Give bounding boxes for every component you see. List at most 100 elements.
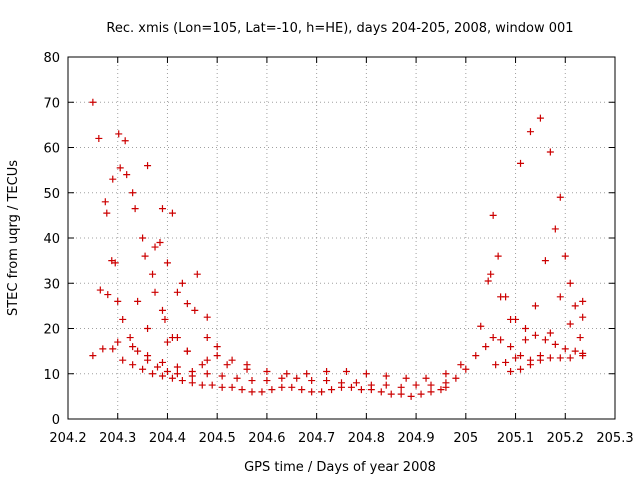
data-point: [482, 343, 490, 351]
data-point: [119, 356, 127, 364]
x-axis-label: GPS time / Days of year 2008: [244, 460, 436, 475]
data-point: [487, 270, 495, 278]
data-point: [517, 159, 525, 167]
data-point: [203, 356, 211, 364]
data-point: [427, 381, 435, 389]
series-night-3: [144, 325, 465, 382]
data-point: [89, 98, 97, 106]
data-point: [541, 336, 549, 344]
series-arc-6: [442, 334, 587, 391]
data-point: [126, 334, 134, 342]
data-point: [151, 288, 159, 296]
data-point: [191, 306, 199, 314]
data-point: [561, 252, 569, 260]
data-point: [158, 306, 166, 314]
series-arc-8: [487, 114, 587, 323]
data-point: [437, 386, 445, 394]
data-point: [367, 381, 375, 389]
data-point: [263, 377, 271, 385]
data-point: [561, 345, 569, 353]
data-point: [101, 198, 109, 206]
x-tick-label: 204.5: [199, 431, 236, 446]
data-point: [342, 367, 350, 375]
y-tick-label: 40: [43, 232, 60, 247]
data-point: [347, 383, 355, 391]
data-point: [99, 345, 107, 353]
data-point: [546, 354, 554, 362]
y-tick-label: 60: [43, 142, 60, 157]
data-point: [338, 379, 345, 387]
data-point: [134, 347, 142, 355]
series-arc-2: [96, 130, 176, 342]
data-point: [233, 374, 241, 382]
data-point: [502, 358, 510, 366]
data-point: [546, 148, 554, 156]
data-point: [412, 381, 420, 389]
data-point: [158, 205, 166, 213]
data-point: [183, 300, 191, 308]
data-point: [462, 365, 470, 373]
data-point: [158, 358, 166, 366]
data-point: [178, 279, 186, 287]
data-point: [131, 205, 139, 213]
data-point: [161, 315, 169, 323]
data-point: [382, 372, 390, 380]
data-point: [546, 329, 554, 337]
data-point: [556, 193, 564, 201]
data-point: [541, 257, 549, 265]
series-arc-3: [104, 164, 206, 369]
data-point: [452, 374, 460, 382]
data-point: [188, 379, 196, 387]
y-tick-label: 50: [43, 187, 60, 202]
data-point: [318, 388, 326, 396]
data-point: [402, 374, 410, 382]
data-point: [144, 352, 152, 360]
data-point: [517, 352, 525, 360]
series-arc-5: [156, 239, 251, 369]
x-tick-label: 204.2: [49, 431, 86, 446]
data-point: [521, 336, 529, 344]
x-tick-label: 204.7: [298, 431, 335, 446]
data-point: [151, 243, 159, 251]
x-tick-label: 204.3: [99, 431, 136, 446]
data-point: [119, 315, 127, 323]
data-point: [116, 164, 124, 172]
data-point: [193, 270, 201, 278]
data-point: [203, 313, 211, 321]
data-point: [268, 386, 276, 394]
data-point: [427, 388, 435, 396]
data-point: [109, 345, 117, 353]
data-point: [442, 370, 450, 378]
data-point: [536, 352, 544, 360]
data-point: [387, 390, 395, 398]
data-point: [89, 352, 97, 360]
x-tick-label: 205.2: [547, 431, 584, 446]
data-point: [283, 370, 291, 378]
data-point: [173, 363, 181, 371]
data-point: [198, 381, 206, 389]
data-point: [198, 361, 206, 369]
data-point: [323, 377, 331, 385]
y-axis-label: STEC from uqrg / TECUs: [6, 160, 21, 316]
data-point: [114, 338, 122, 346]
data-point: [263, 367, 271, 375]
data-point: [536, 114, 544, 122]
data-point: [551, 225, 559, 233]
data-point: [203, 370, 211, 378]
y-tick-label: 0: [52, 413, 60, 428]
data-point: [489, 334, 497, 342]
data-point: [497, 293, 505, 301]
data-point: [208, 381, 216, 389]
data-point: [111, 259, 119, 267]
data-point: [377, 388, 385, 396]
data-point: [442, 383, 450, 391]
data-point: [123, 171, 131, 179]
series-night-2: [114, 338, 450, 391]
x-tick-label: 205.1: [497, 431, 534, 446]
data-point: [154, 363, 162, 371]
data-point: [507, 343, 515, 351]
data-point: [278, 383, 286, 391]
data-point: [457, 361, 465, 369]
data-point: [129, 361, 137, 369]
